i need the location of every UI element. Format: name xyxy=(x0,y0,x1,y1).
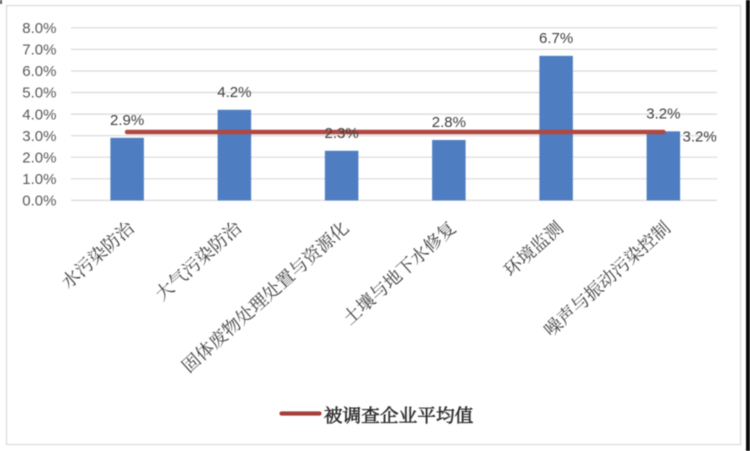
svg-text:2.3%: 2.3% xyxy=(324,125,358,142)
svg-text:2.0%: 2.0% xyxy=(22,149,56,166)
svg-text:8.0%: 8.0% xyxy=(22,20,56,37)
svg-text:7.0%: 7.0% xyxy=(22,42,56,59)
svg-text:4.2%: 4.2% xyxy=(217,84,251,101)
svg-text:3.2%: 3.2% xyxy=(646,105,680,122)
svg-text:3.0%: 3.0% xyxy=(22,128,56,145)
svg-text:6.7%: 6.7% xyxy=(539,30,573,47)
svg-text:4.0%: 4.0% xyxy=(22,106,56,123)
svg-text:0.0%: 0.0% xyxy=(22,193,56,210)
svg-text:6.0%: 6.0% xyxy=(22,63,56,80)
svg-text:5.0%: 5.0% xyxy=(22,85,56,102)
svg-text:1.0%: 1.0% xyxy=(22,171,56,188)
svg-text:2.8%: 2.8% xyxy=(432,114,466,131)
svg-text:3.2%: 3.2% xyxy=(683,129,717,146)
svg-text:2.9%: 2.9% xyxy=(110,112,144,129)
